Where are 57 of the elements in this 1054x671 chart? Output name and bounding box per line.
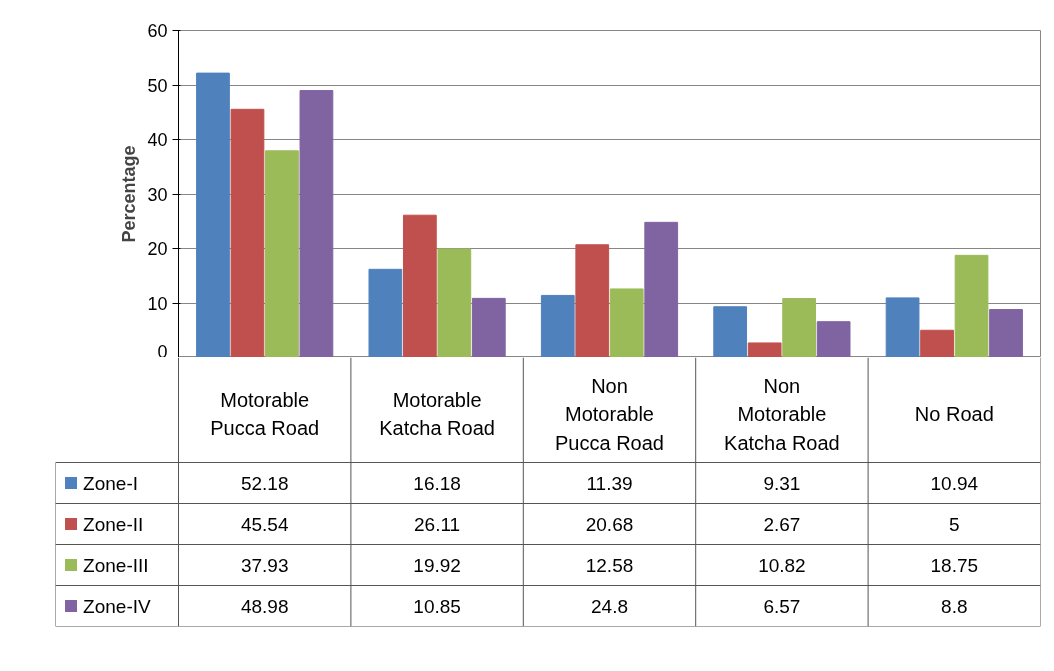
legend-label: Zone-IV [83, 595, 151, 617]
bar [299, 90, 334, 357]
data-label: 45.54 [240, 513, 289, 535]
data-label: 10.94 [930, 472, 979, 494]
bar [920, 329, 954, 357]
data-label: 20.68 [585, 513, 634, 535]
bar [437, 248, 472, 357]
bar [540, 294, 575, 357]
bar [471, 297, 506, 357]
data-label: 8.8 [941, 595, 968, 617]
bar [989, 309, 1023, 357]
data-label: 5 [949, 513, 960, 535]
bar [230, 108, 265, 357]
x-tick-label: Motorable Pucca Road [210, 388, 320, 440]
data-label: 11.39 [586, 472, 633, 494]
data-label: 52.18 [240, 472, 289, 494]
bar [713, 306, 748, 357]
data-label: 37.93 [240, 554, 289, 576]
bar [368, 268, 403, 357]
bar [402, 214, 437, 357]
data-label: 26.11 [414, 513, 461, 535]
bar [885, 297, 920, 357]
legend-label: Zone-II [83, 513, 144, 535]
bar [816, 321, 851, 357]
bar [644, 221, 679, 357]
data-label: 10.82 [758, 554, 806, 576]
data-label: 16.18 [413, 472, 461, 494]
y-tick-label: 50 [147, 75, 168, 96]
data-label: 12.58 [585, 554, 634, 576]
x-tick-label: Non Motorable Pucca Road [555, 374, 664, 454]
legend-label: Zone-I [83, 472, 139, 494]
y-tick-label: 60 [147, 21, 168, 41]
bar [196, 72, 230, 357]
bar [575, 244, 610, 357]
data-label: 24.8 [591, 595, 628, 617]
data-label: 48.98 [240, 595, 289, 617]
bar [747, 342, 782, 357]
data-label: 10.85 [413, 595, 461, 617]
x-tick-label: No Road [914, 403, 994, 426]
y-tick-label: 20 [147, 239, 168, 259]
y-tick-label: 30 [147, 184, 168, 205]
bar [609, 288, 644, 357]
legend-label: Zone-III [83, 554, 149, 576]
data-label: 18.75 [930, 554, 979, 576]
y-tick-label: 10 [147, 293, 168, 314]
x-tick-label: Motorable Katcha Road [379, 388, 495, 440]
data-label: 6.57 [763, 595, 801, 617]
y-axis-title: Percentage [119, 145, 140, 243]
x-tick-label: Non Motorable Katcha Road [724, 374, 840, 454]
data-label: 19.92 [413, 554, 461, 576]
data-label: 2.67 [763, 513, 801, 535]
bar [954, 254, 989, 357]
bar [782, 298, 817, 357]
data-label: 9.31 [763, 472, 801, 494]
bar [265, 150, 299, 357]
y-tick-label: 0 [157, 341, 168, 362]
y-tick-label: 40 [147, 130, 168, 150]
